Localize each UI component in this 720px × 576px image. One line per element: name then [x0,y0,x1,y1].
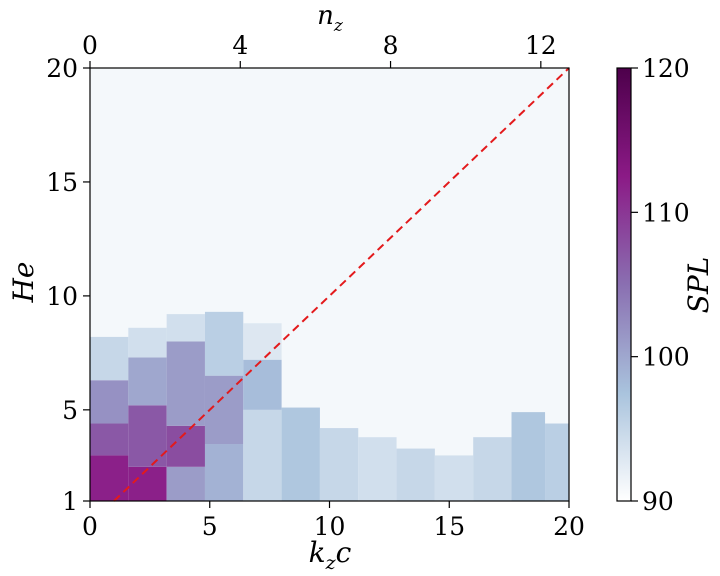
heatmap-cell [90,336,129,381]
colorbar [616,67,632,502]
y-tick-label: 1 [62,487,78,516]
x-tick-label: 15 [433,512,465,541]
heatmap-cells [90,311,569,501]
x-tick-label: 10 [314,512,346,541]
colorbar-tick-label: 120 [642,54,690,83]
x2-axis-ticks: 0 4 8 12 [82,31,557,68]
heatmap-cell [128,357,167,406]
heatmap-cell [90,455,129,501]
colorbar-tick-label: 110 [642,198,690,227]
heatmap-cell [511,412,546,501]
y-axis-label: He [7,262,40,304]
heatmap-cell [473,437,512,501]
x2-tick-label: 4 [232,31,248,60]
heatmap-cell [434,455,474,501]
x-axis-label: kzc [309,536,352,574]
x2-axis-label: nz [317,1,344,36]
heatmap-cell [204,444,244,501]
heatmap-cell [243,359,282,410]
heatmap-cell [90,423,129,456]
x2-tick-label: 12 [525,31,557,60]
x2-tick-label: 0 [82,31,98,60]
heatmap-cell [128,466,167,501]
y-tick-label: 5 [62,396,78,425]
y-tick-label: 10 [46,282,78,311]
colorbar-ticks: 90 100 110 120 [631,54,690,516]
reference-line [113,67,570,502]
heatmap-cell [204,375,244,445]
colorbar-label: SPL [682,257,715,314]
y-tick-label: 20 [46,54,78,83]
heatmap-cell [396,448,435,501]
heatmap-cell [128,405,167,467]
x2-tick-label: 8 [383,31,399,60]
heatmap-cell [166,314,205,342]
heatmap-cell [166,341,205,426]
heatmap-cell [243,323,282,360]
heatmap-cell [319,428,359,501]
heatmap-cell [166,466,205,501]
heatmap-cell [243,409,282,501]
heatmap-cell [281,407,320,501]
heatmap-cell [90,380,129,424]
heatmap-cell [358,437,397,501]
x-axis-ticks: 0 5 10 15 20 [82,501,585,541]
colorbar-tick-label: 100 [642,343,690,372]
heatmap-cell [545,423,569,501]
heatmap-cell [128,327,167,358]
y-tick-label: 15 [46,168,78,197]
x-tick-label: 0 [82,512,98,541]
x-tick-label: 5 [202,512,218,541]
colorbar-tick-label: 90 [642,487,674,516]
heatmap-cell [204,311,244,376]
heatmap-cell [166,425,205,467]
x-tick-label: 20 [553,512,585,541]
